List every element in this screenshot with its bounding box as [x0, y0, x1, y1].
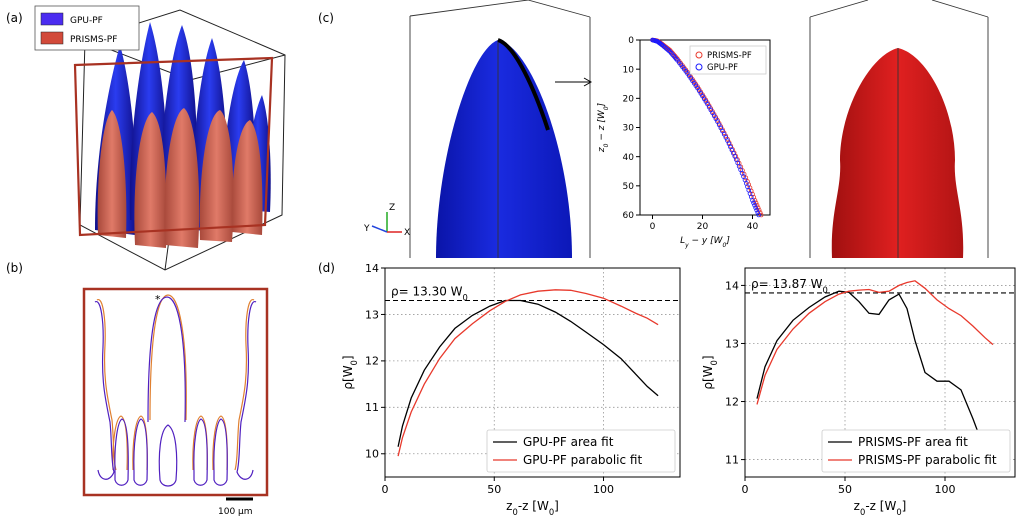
front-frame [73, 56, 274, 237]
panel-b-contours: * 100 μm [82, 287, 269, 517]
legend-swatch-prisms [40, 31, 64, 45]
reference-label: ρ= 13.30 W0 [391, 285, 468, 303]
x-tick-label: 0 [742, 483, 749, 496]
prisms-pf-dendrites [97, 108, 263, 248]
y-tick-label: 13 [365, 308, 379, 321]
panel-label-d: (d) [318, 261, 335, 275]
y-tick-label: 14 [725, 279, 739, 292]
legend-label: GPU-PF parabolic fit [523, 453, 642, 467]
y-tick-label: 40 [623, 153, 635, 163]
plot-frame [744, 267, 1016, 478]
axes-triad: Z Y X [363, 203, 410, 238]
data-point-gpu [754, 207, 759, 213]
series-line-1 [756, 280, 994, 405]
inset-tip-profile-chart: 0 20 40 0 10 20 30 40 50 60 Ly − y [W0] z0 − z [W0]… [597, 36, 771, 249]
data-point-prisms [743, 175, 749, 181]
y-tick-label: 10 [623, 65, 635, 75]
panel-label-b: (b) [6, 261, 23, 275]
panel-c-prisms-render [809, 0, 989, 258]
y-tick-label: 11 [725, 453, 739, 466]
legend-box [486, 429, 676, 473]
data-point-prisms [758, 212, 764, 218]
data-point-gpu [753, 205, 758, 211]
y-tick-label: 30 [623, 124, 635, 134]
plot-frame [384, 267, 681, 478]
y-tick-label: 14 [365, 262, 379, 275]
data-point-gpu [750, 198, 755, 203]
y-axis-label: ρ[W0] [341, 355, 359, 389]
legend-label-gpu: GPU-PF [70, 16, 103, 26]
x-tick-label: 50 [838, 483, 852, 496]
panel-c-gpu-render: Z Y X [363, 0, 593, 258]
y-tick-label: 20 [623, 94, 635, 104]
y-axis-label: ρ[W0] [701, 355, 719, 389]
gpu-radius-chart: 0 50 100 10 11 12 13 14 z0-z [W0] ρ[W0] ρ= 13.30 W… [341, 262, 681, 517]
data-point-gpu [755, 210, 761, 215]
series-line-0 [756, 290, 994, 466]
y-tick-label: 10 [365, 448, 379, 461]
series-line-1 [397, 289, 659, 457]
x-tick-label: 50 [487, 483, 501, 496]
x-axis-label: z0-z [W0] [506, 499, 559, 517]
triad-z: Z [389, 203, 395, 213]
x-axis-label: z0-z [W0] [854, 499, 907, 517]
tip-marker: * [155, 293, 161, 306]
series-line-0 [397, 299, 659, 447]
scale-bar-label: 100 μm [218, 507, 253, 517]
y-tick-label: 50 [623, 182, 635, 192]
x-tick-label: 0 [382, 483, 389, 496]
legend-label: PRISMS-PF parabolic fit [858, 453, 997, 467]
reference-label: ρ= 13.87 W0 [751, 277, 828, 295]
triad-x: X [404, 228, 410, 238]
panel-b-frame [82, 287, 269, 497]
triad-y: Y [363, 224, 370, 234]
y-tick-label: 60 [623, 211, 635, 221]
y-tick-label: 0 [628, 36, 634, 46]
x-tick-label: 40 [747, 222, 759, 232]
y-tick-label: 13 [725, 337, 739, 350]
panel-label-a: (a) [6, 11, 23, 25]
y-tick-label: 11 [365, 401, 379, 414]
data-point-gpu [752, 202, 757, 208]
legend-label: GPU-PF [707, 63, 738, 73]
x-tick-label: 100 [935, 483, 956, 496]
x-axis-label: Ly − y [W0] [680, 236, 730, 249]
prisms-radius-chart: 0 50 100 11 12 13 14 z0-z [W0] ρ[W0] ρ= 13.87 W0 P… [701, 267, 1016, 517]
y-tick-label: 12 [365, 355, 379, 368]
tip-contour-highlight [497, 38, 550, 131]
panel-label-c: (c) [318, 11, 334, 25]
data-point-gpu [666, 48, 672, 53]
legend-box [689, 45, 767, 75]
legend-label-prisms: PRISMS-PF [70, 35, 117, 45]
gpu-pf-contours [94, 296, 257, 487]
data-point-gpu [756, 212, 762, 218]
legend-label: PRISMS-PF area fit [858, 435, 968, 449]
data-point-gpu [751, 200, 756, 206]
legend-marker [695, 51, 703, 59]
x-tick-label: 20 [697, 222, 709, 232]
legend-label: GPU-PF area fit [523, 435, 614, 449]
panel-a-legend: GPU-PF PRISMS-PF [34, 5, 140, 51]
y-tick-label: 12 [725, 395, 739, 408]
legend-marker [695, 63, 703, 71]
y-axis-label: z0 − z [W0] [597, 102, 610, 153]
x-tick-label: 0 [650, 222, 656, 232]
panel-a-render: GPU-PF PRISMS-PF [34, 5, 286, 271]
x-tick-label: 100 [593, 483, 614, 496]
legend-swatch-gpu [40, 12, 64, 26]
legend-label: PRISMS-PF [707, 51, 752, 61]
legend-box [821, 429, 1011, 473]
